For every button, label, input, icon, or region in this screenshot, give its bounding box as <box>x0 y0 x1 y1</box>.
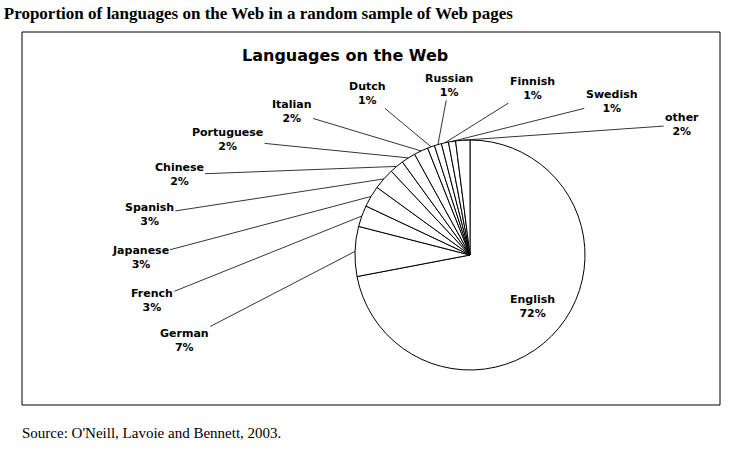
svg-text:Proportion of languages on the: Proportion of languages on the Web in a … <box>4 4 513 23</box>
svg-text:Russian1%: Russian1% <box>425 72 473 99</box>
svg-text:Japanese3%: Japanese3% <box>112 244 169 271</box>
svg-text:German7%: German7% <box>160 327 209 354</box>
svg-text:Portuguese2%: Portuguese2% <box>192 126 263 153</box>
svg-text:Source: O'Neill, Lavoie and Be: Source: O'Neill, Lavoie and Bennett, 200… <box>22 425 281 441</box>
svg-text:Swedish1%: Swedish1% <box>586 88 638 115</box>
svg-text:Italian2%: Italian2% <box>272 98 312 125</box>
svg-text:French3%: French3% <box>131 287 173 314</box>
svg-text:Finnish1%: Finnish1% <box>510 75 555 102</box>
svg-text:Chinese2%: Chinese2% <box>155 161 204 188</box>
svg-text:Languages on the Web: Languages on the Web <box>242 46 448 65</box>
svg-text:Dutch1%: Dutch1% <box>349 80 386 107</box>
svg-text:English72%: English72% <box>510 293 555 320</box>
svg-text:other2%: other2% <box>665 111 699 138</box>
svg-text:Spanish3%: Spanish3% <box>125 201 174 228</box>
